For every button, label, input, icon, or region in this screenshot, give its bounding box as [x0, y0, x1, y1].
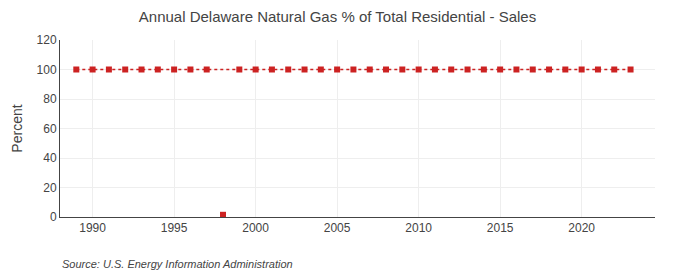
- svg-text:20: 20: [43, 181, 57, 195]
- svg-text:100: 100: [37, 63, 57, 77]
- svg-text:2015: 2015: [487, 221, 514, 235]
- svg-text:1995: 1995: [161, 221, 188, 235]
- svg-text:1990: 1990: [79, 221, 106, 235]
- svg-text:0: 0: [50, 210, 57, 224]
- svg-text:2020: 2020: [568, 221, 595, 235]
- svg-text:2000: 2000: [242, 221, 269, 235]
- svg-text:40: 40: [43, 151, 57, 165]
- svg-text:Annual Delaware Natural Gas %: Annual Delaware Natural Gas % of Total R…: [139, 8, 536, 25]
- svg-text:2010: 2010: [405, 221, 432, 235]
- svg-text:80: 80: [43, 92, 57, 106]
- svg-text:2005: 2005: [324, 221, 351, 235]
- svg-text:Percent: Percent: [9, 104, 25, 152]
- svg-text:Source: U.S. Energy Informatio: Source: U.S. Energy Information Administ…: [62, 258, 293, 270]
- svg-text:60: 60: [43, 122, 57, 136]
- svg-text:120: 120: [37, 33, 57, 47]
